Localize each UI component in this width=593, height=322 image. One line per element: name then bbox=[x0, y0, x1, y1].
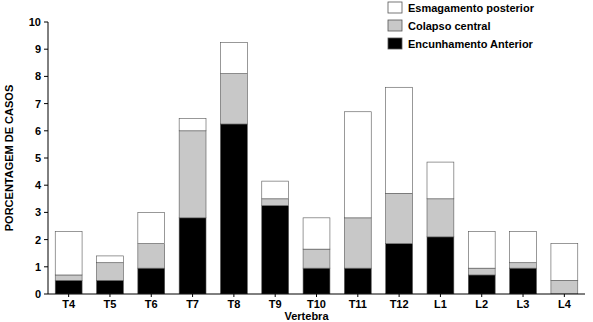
bar-segment bbox=[344, 218, 371, 268]
bar-segment bbox=[468, 268, 495, 275]
x-tick bbox=[151, 294, 152, 297]
x-tick bbox=[523, 294, 524, 297]
bar-segment bbox=[55, 280, 82, 294]
y-tick bbox=[44, 158, 48, 159]
bar-segment bbox=[220, 74, 247, 124]
x-tick-label: T6 bbox=[145, 298, 158, 310]
y-tick bbox=[44, 185, 48, 186]
bar-segment bbox=[262, 206, 289, 294]
y-tick bbox=[44, 266, 48, 267]
bar-segment bbox=[97, 263, 124, 281]
bar-segment bbox=[510, 263, 537, 268]
bar-segment bbox=[427, 237, 454, 294]
y-tick bbox=[44, 130, 48, 131]
bar-segment bbox=[303, 249, 330, 268]
y-tick-label: 7 bbox=[35, 98, 41, 110]
x-tick bbox=[275, 294, 276, 297]
bar-segment bbox=[427, 199, 454, 237]
bar-segment bbox=[386, 193, 413, 243]
legend-swatch bbox=[388, 38, 402, 49]
x-tick bbox=[316, 294, 317, 297]
bar-segment bbox=[220, 42, 247, 73]
bar-segment bbox=[468, 231, 495, 268]
bar-segment bbox=[468, 275, 495, 294]
x-tick-label: T8 bbox=[227, 298, 240, 310]
x-tick bbox=[564, 294, 565, 297]
legend-label: Encunhamento Anterior bbox=[408, 38, 534, 50]
x-tick bbox=[399, 294, 400, 297]
bar-segment bbox=[344, 112, 371, 218]
chart: 0 1 2 3 4 5 6 7 8 9 10 T4 T5 T6 T7 T8 T9 T10 T11 T12 L1 L2 L3 L… bbox=[0, 0, 593, 322]
y-axis-label: PORCENTAGEM DE CASOS bbox=[3, 85, 15, 231]
bar-segment bbox=[262, 199, 289, 206]
bar-segment bbox=[386, 87, 413, 193]
bars bbox=[55, 42, 578, 294]
legend-swatch bbox=[388, 2, 402, 13]
y-tick-label: 2 bbox=[35, 234, 41, 246]
x-tick-label: T12 bbox=[390, 298, 409, 310]
y-tick bbox=[44, 212, 48, 213]
bar-segment bbox=[55, 231, 82, 275]
y-axis bbox=[48, 22, 49, 294]
y-tick bbox=[44, 103, 48, 104]
x-tick bbox=[68, 294, 69, 297]
x-axis-label: Vertebra bbox=[284, 310, 329, 322]
x-tick bbox=[192, 294, 193, 297]
bar-segment bbox=[220, 124, 247, 294]
bar-segment bbox=[427, 162, 454, 199]
bar-segment bbox=[138, 212, 165, 243]
y-tick bbox=[44, 22, 48, 23]
x-tick-label: T10 bbox=[307, 298, 326, 310]
bar-segment bbox=[386, 244, 413, 294]
bar-segment bbox=[97, 280, 124, 294]
y-tick-label: 5 bbox=[35, 152, 41, 164]
y-tick-label: 4 bbox=[35, 179, 42, 191]
x-tick-label: T9 bbox=[269, 298, 282, 310]
bar-segment bbox=[303, 218, 330, 249]
x-tick-label: L3 bbox=[517, 298, 530, 310]
bar-segment bbox=[138, 244, 165, 268]
x-tick-label: T5 bbox=[104, 298, 117, 310]
y-tick-label: 10 bbox=[29, 16, 41, 28]
y-tick-label: 9 bbox=[35, 43, 41, 55]
bar-segment bbox=[510, 268, 537, 294]
y-tick bbox=[44, 239, 48, 240]
bar-segment bbox=[138, 268, 165, 294]
bar-segment bbox=[97, 256, 124, 263]
bar-segment bbox=[179, 119, 206, 131]
y-tick bbox=[44, 49, 48, 50]
x-tick-label: T11 bbox=[349, 298, 367, 310]
bar-segment bbox=[510, 231, 537, 262]
x-tick bbox=[233, 294, 234, 297]
x-tick-label: L2 bbox=[475, 298, 488, 310]
x-tick bbox=[481, 294, 482, 297]
y-tick bbox=[44, 76, 48, 77]
x-tick-label: T7 bbox=[186, 298, 199, 310]
bar-segment bbox=[262, 181, 289, 199]
legend: Esmagamento posterior Colapso central Encu… bbox=[388, 2, 535, 50]
bar-segment bbox=[179, 131, 206, 218]
x-tick bbox=[109, 294, 110, 297]
x-tick-label: L4 bbox=[558, 298, 572, 310]
x-tick-label: T4 bbox=[62, 298, 76, 310]
y-tick-label: 1 bbox=[35, 261, 41, 273]
bar-segment bbox=[551, 280, 578, 294]
bar-segment bbox=[55, 275, 82, 280]
y-tick bbox=[44, 294, 48, 295]
bar-segment bbox=[179, 218, 206, 294]
y-tick-label: 0 bbox=[35, 288, 41, 300]
x-tick bbox=[440, 294, 441, 297]
x-tick-label: L1 bbox=[434, 298, 447, 310]
x-tick bbox=[357, 294, 358, 297]
bar-segment bbox=[551, 244, 578, 281]
y-tick-label: 3 bbox=[35, 206, 41, 218]
legend-label: Esmagamento posterior bbox=[408, 2, 535, 14]
legend-swatch bbox=[388, 20, 402, 31]
y-tick-label: 6 bbox=[35, 125, 41, 137]
y-tick-label: 8 bbox=[35, 70, 41, 82]
bar-segment bbox=[344, 268, 371, 294]
legend-label: Colapso central bbox=[408, 20, 491, 32]
bar-segment bbox=[303, 268, 330, 294]
